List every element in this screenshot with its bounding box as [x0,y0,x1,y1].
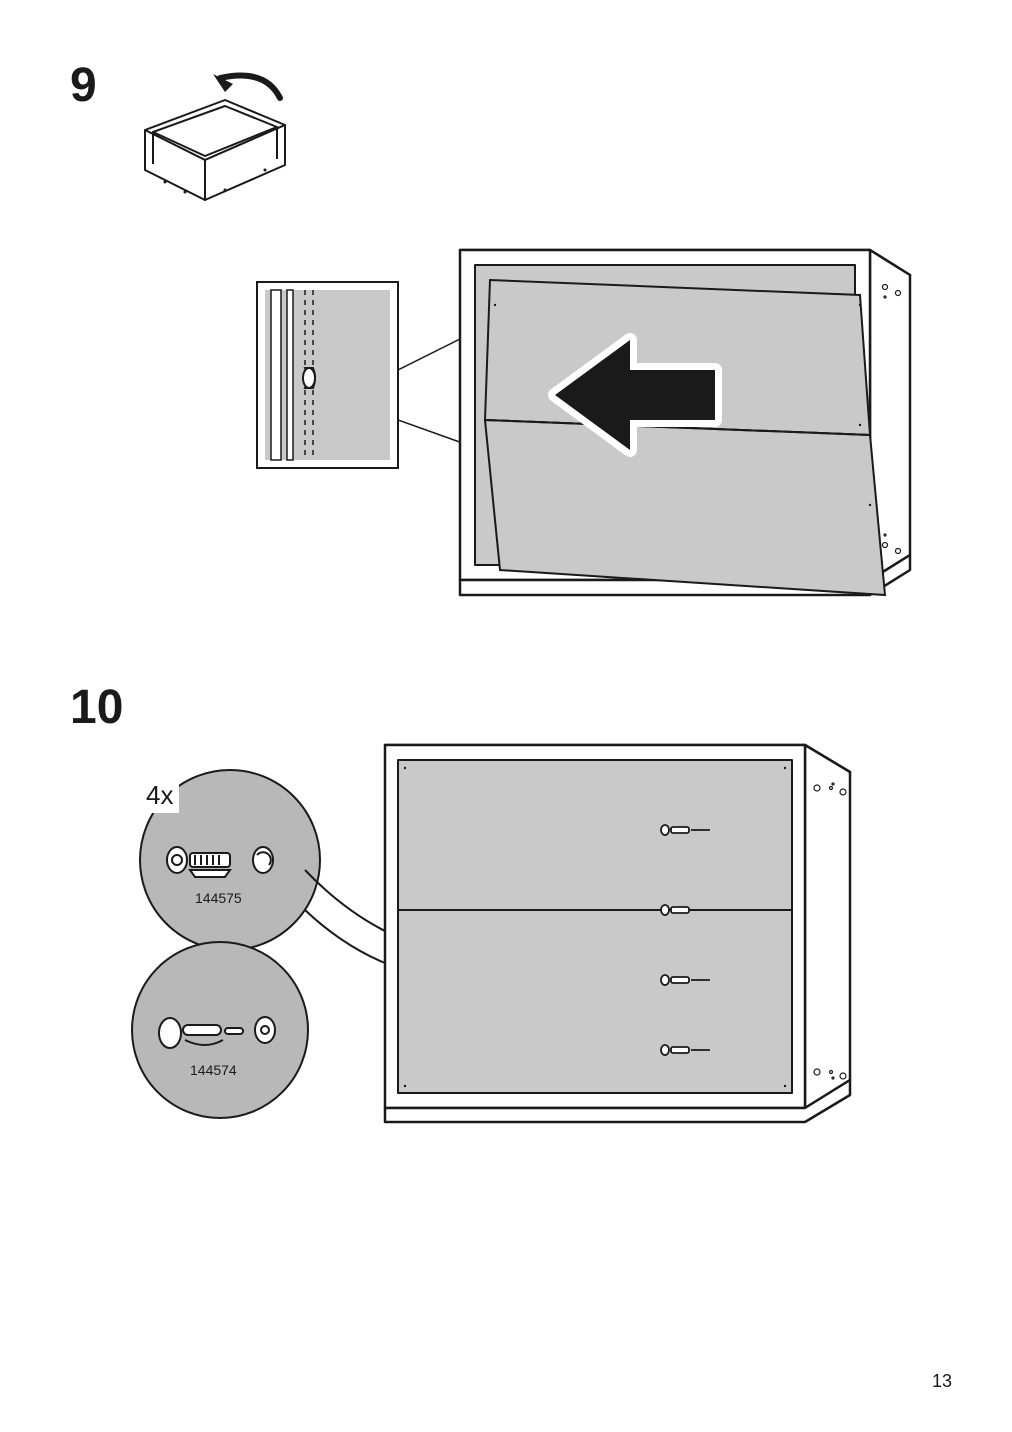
part-b-label: 144574 [190,1062,237,1078]
step-9-detail-inset [255,280,400,470]
step-9-number: 9 [70,58,97,113]
step-10-number: 10 [70,680,123,735]
step-9-flip-box [125,70,305,220]
parts-qty-label: 4x [140,778,179,813]
page: 9 [0,0,1012,1432]
part-a-label: 144575 [195,890,242,906]
step-9-cabinet [440,225,940,635]
step-10-cabinet [365,720,905,1140]
page-number: 13 [932,1371,952,1392]
